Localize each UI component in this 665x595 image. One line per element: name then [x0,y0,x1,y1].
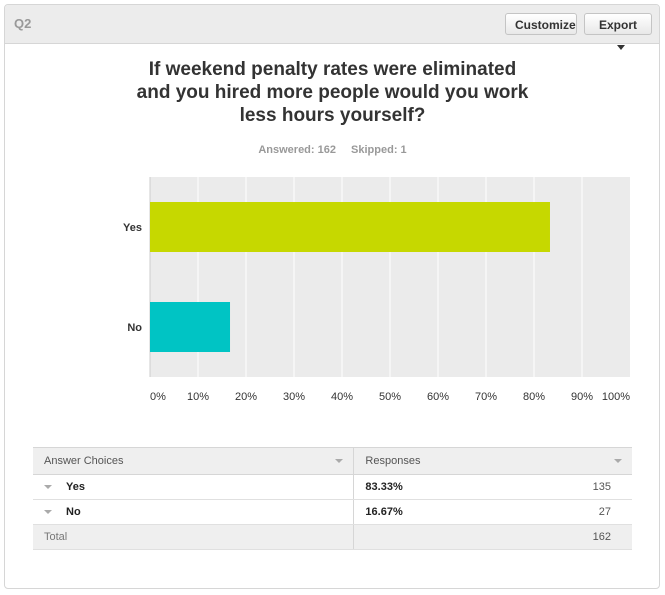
question-title-line: less hours yourself? [239,105,426,126]
expand-arrow-icon[interactable] [44,485,52,490]
chevron-down-icon [616,45,625,51]
expand-arrow-icon[interactable] [44,510,52,515]
x-tick-label: 60% [427,391,449,403]
question-title: If weekend penalty rates were eliminated… [0,58,665,127]
customize-button[interactable]: Customize [505,13,577,35]
answer-choice-cell: Yes [33,474,355,500]
x-tick-label: 90% [571,391,593,403]
question-title-line: If weekend penalty rates were eliminated [148,59,517,80]
response-percent: 83.33% [365,481,403,493]
answer-choices-header-label: Answer Choices [44,455,124,467]
export-label: Export [598,18,637,32]
x-tick-label: 20% [235,391,257,403]
response-count: 135 [592,481,611,493]
responses-table: Answer Choices Responses Yes 83.33% 135 N… [33,447,632,550]
responses-header-label: Responses [365,455,421,467]
bar-chart: 0% 10% 20% 30% 40% 50% 60% 70% 80% 90% 100% Yes No [123,177,630,403]
x-tick-label: 100% [602,391,630,403]
sort-arrow-icon[interactable] [335,459,344,463]
response-count: 27 [598,506,611,518]
responses-header[interactable]: Responses [353,447,632,475]
response-stats: Answered: 162 Skipped: 1 [0,144,665,156]
x-tick-label: 80% [523,391,545,403]
answer-choice-label: Yes [66,481,85,493]
bar [150,302,231,352]
total-count-cell: 162 [353,524,632,550]
x-tick-label: 70% [475,391,497,403]
category-label: No [127,322,142,334]
answer-choice-label: No [66,506,81,518]
table-total-row: Total 162 [33,524,632,550]
total-label-cell: Total [33,524,355,550]
answered-count: Answered: 162 [258,144,336,156]
bar [150,202,550,252]
x-tick-label: 40% [331,391,353,403]
category-label: Yes [123,222,142,234]
x-tick-label: 30% [283,391,305,403]
x-tick-label: 50% [379,391,401,403]
table-row: No 16.67% 27 [33,499,632,525]
response-percent: 16.67% [365,506,403,518]
export-button[interactable]: Export [584,13,652,51]
total-count: 162 [592,531,611,543]
question-id: Q2 [14,16,32,31]
table-header-row: Answer Choices Responses [33,447,632,475]
x-tick-label: 0% [150,391,166,403]
response-cell: 16.67% 27 [353,499,632,525]
card-header: Q2 Customize Export [5,5,659,51]
response-cell: 83.33% 135 [353,474,632,500]
skipped-count: Skipped: 1 [351,144,407,156]
answer-choice-cell: No [33,499,355,525]
answer-choices-header[interactable]: Answer Choices [33,447,355,475]
x-tick-label: 10% [187,391,209,403]
table-row: Yes 83.33% 135 [33,474,632,500]
question-title-line: and you hired more people would you work [136,82,529,103]
sort-arrow-icon[interactable] [614,459,622,463]
total-label: Total [44,531,68,543]
